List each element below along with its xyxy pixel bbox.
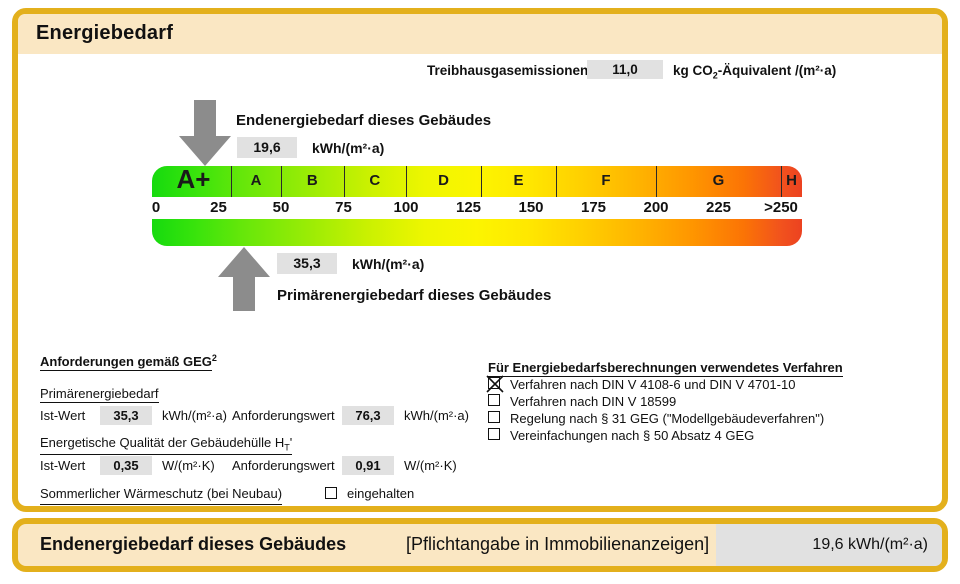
- emissions-unit: kg CO2-Äquivalent /(m²·a): [673, 63, 837, 81]
- scale-class-divider: [781, 166, 782, 197]
- scale-class-divider: [281, 166, 282, 197]
- emissions-value: 11,0: [587, 60, 663, 79]
- scale-class-f: F: [601, 172, 611, 189]
- end-energy-value: 19,6: [237, 137, 297, 158]
- scale-tick-label: 175: [580, 199, 607, 216]
- anforderungswert-label: Anforderungswert: [232, 458, 335, 473]
- end-energy-label: Endenergiebedarf dieses Gebäudes: [236, 112, 492, 129]
- procedure-checkbox-checked[interactable]: [486, 375, 504, 393]
- envelope-heading: Energetische Qualität der Gebäudehülle H…: [40, 435, 293, 455]
- requirements-heading-row: Anforderungen gemäß GEG2: [40, 353, 217, 373]
- summer-heat-label: eingehalten: [347, 486, 415, 501]
- procedure-label: Verfahren nach DIN V 4108-6 und DIN V 47…: [510, 377, 796, 392]
- scale-class-divider: [231, 166, 232, 197]
- procedure-label: Vereinfachungen nach § 50 Absatz 4 GEG: [510, 428, 755, 443]
- summer-heat-heading: Sommerlicher Wärmeschutz (bei Neubau): [40, 484, 283, 505]
- scale-class-divider: [343, 166, 345, 197]
- primary-requirement-values-row: Ist-Wert 35,3 kWh/(m²·a) Anforderungswer…: [40, 406, 480, 426]
- procedure-checkbox[interactable]: [488, 394, 500, 406]
- energiebedarf-panel: Energiebedarf: [12, 8, 948, 512]
- envelope-heading-row: Energetische Qualität der Gebäudehülle H…: [40, 435, 293, 455]
- scale-class-c: C: [369, 172, 381, 189]
- procedure-item: Verfahren nach DIN V 18599: [488, 394, 908, 411]
- ist-wert-label: Ist-Wert: [40, 458, 86, 473]
- scale-tick-label: 100: [393, 199, 419, 216]
- scale-gradient-bar: [152, 219, 802, 246]
- summer-heat-checkbox[interactable]: [325, 487, 337, 499]
- scale-tick-label: 25: [210, 199, 227, 216]
- scale-tick-label: 225: [705, 199, 732, 216]
- footer-note: [Pflichtangabe in Immobilienanzeigen]: [406, 534, 710, 554]
- ist-wert-label: Ist-Wert: [40, 408, 86, 423]
- scale-class-aplus: A+: [176, 164, 211, 194]
- end-energy-arrow-icon: [179, 100, 231, 166]
- primary-energy-label: Primärenergiebedarf dieses Gebäudes: [277, 287, 552, 304]
- procedure-checkbox[interactable]: [488, 428, 500, 440]
- procedure-checkbox[interactable]: [488, 411, 500, 423]
- procedure-item: Verfahren nach DIN V 4108-6 und DIN V 47…: [486, 375, 908, 394]
- scale-class-a: A: [250, 172, 262, 189]
- scale-class-e: E: [513, 172, 524, 189]
- procedure-label: Verfahren nach DIN V 18599: [510, 394, 677, 409]
- primary-energy-unit: kWh/(m²·a): [352, 256, 425, 272]
- envelope-req-unit: W/(m²·K): [404, 458, 457, 473]
- scale-class-divider: [406, 166, 407, 197]
- scale-class-divider: [656, 166, 657, 197]
- scale-class-g: G: [712, 172, 725, 189]
- primary-req-value: 76,3: [342, 406, 394, 425]
- emissions-label: Treibhausgasemissionen: [427, 63, 589, 78]
- energy-class-scale: A+ A B C D E F G H 0 25 50 75 100 125 150 175 200 225 >250: [151, 164, 802, 246]
- primary-requirement-heading-row: Primärenergiebedarf: [40, 386, 159, 406]
- summer-heat-row: Sommerlicher Wärmeschutz (bei Neubau) ei…: [40, 484, 500, 505]
- scale-class-d: D: [438, 172, 449, 189]
- scale-tick-label: 75: [335, 199, 352, 216]
- panel-header: Energiebedarf: [18, 14, 942, 54]
- footer-bar: Endenergiebedarf dieses Gebäudes [Pflich…: [12, 518, 948, 572]
- envelope-ist-value: 0,35: [100, 456, 152, 475]
- scale-class-divider: [481, 166, 482, 197]
- scale-letter-bar: A+ A B C D E F G H: [152, 164, 802, 197]
- primary-energy-value: 35,3: [277, 253, 337, 274]
- envelope-req-value: 0,91: [342, 456, 394, 475]
- scale-class-b: B: [306, 172, 318, 189]
- envelope-ist-unit: W/(m²·K): [162, 458, 215, 473]
- envelope-values-row: Ist-Wert 0,35 W/(m²·K) Anforderungswert …: [40, 456, 480, 476]
- procedures-list: Verfahren nach DIN V 4108-6 und DIN V 47…: [486, 375, 908, 445]
- requirements-footnote: 2: [211, 353, 217, 363]
- scale-tick-label: 125: [455, 199, 482, 216]
- primary-requirement-heading: Primärenergiebedarf: [40, 386, 159, 403]
- primary-energy-arrow-icon: [218, 247, 271, 311]
- procedure-label: Regelung nach § 31 GEG ("Modellgebäudeve…: [510, 411, 825, 426]
- scale-tick-label: 200: [643, 199, 669, 216]
- primary-ist-value: 35,3: [100, 406, 152, 425]
- procedure-item: Vereinfachungen nach § 50 Absatz 4 GEG: [488, 428, 908, 445]
- procedure-item: Regelung nach § 31 GEG ("Modellgebäudeve…: [488, 411, 908, 428]
- footer-title: Endenergiebedarf dieses Gebäudes: [40, 534, 347, 554]
- procedures-heading: Für Energiebedarfsberechnungen verwendet…: [488, 360, 843, 377]
- primary-req-unit: kWh/(m²·a): [404, 408, 469, 423]
- scale-tick-label: >250: [764, 199, 798, 216]
- page-title: Energiebedarf: [36, 22, 174, 44]
- scale-tick-label: 0: [151, 199, 161, 216]
- primary-ist-unit: kWh/(m²·a): [162, 408, 227, 423]
- footer-value: 19,6 kWh/(m²·a): [716, 524, 942, 566]
- scale-class-divider: [556, 166, 557, 197]
- scale-class-h: H: [786, 172, 797, 189]
- scale-tick-label: 50: [272, 199, 290, 216]
- requirements-heading: Anforderungen gemäß GEG: [40, 354, 212, 372]
- anforderungswert-label: Anforderungswert: [232, 408, 335, 423]
- end-energy-unit: kWh/(m²·a): [312, 140, 385, 156]
- scale-tick-label: 150: [518, 199, 544, 216]
